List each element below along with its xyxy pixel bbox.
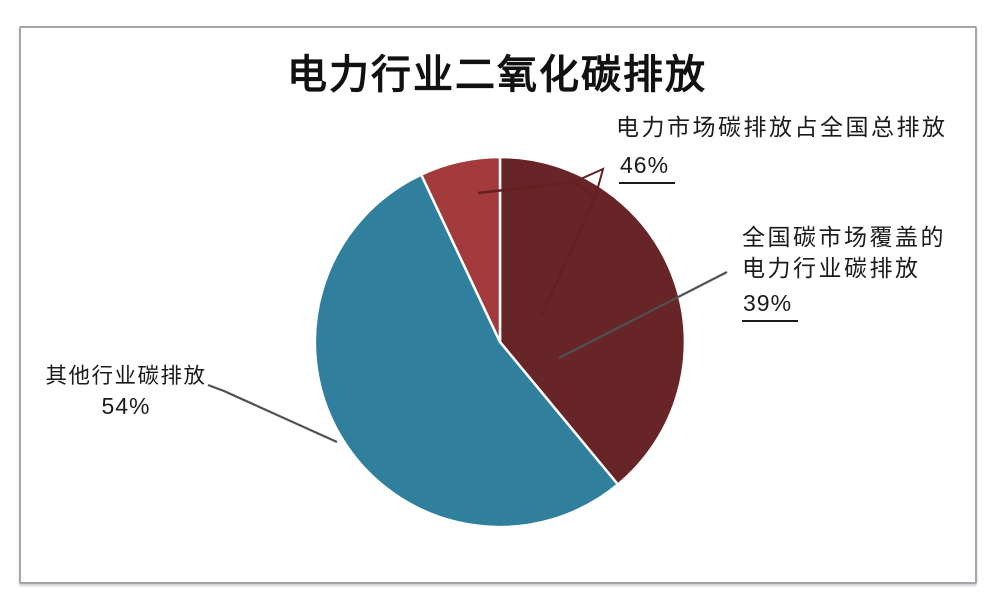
label-other-industries-pct: 54% — [101, 393, 151, 419]
leader-arrowhead-46 — [572, 167, 605, 200]
label-covered-power-emissions: 全国碳市场覆盖的 电力行业碳排放 39% — [742, 222, 946, 322]
pie-slices-group — [313, 155, 687, 529]
chart-title: 电力行业二氧化碳排放 — [287, 53, 707, 97]
leader-line-54 — [207, 383, 338, 444]
label-total-power-emissions: 电力市场碳排放占全国总排放 46% — [616, 112, 948, 184]
pie-slice-other-industries — [313, 173, 620, 529]
label-other-industries-emissions: 其他行业碳排放 54% — [40, 362, 212, 421]
label-total-power-text: 电力市场碳排放占全国总排放 — [616, 114, 948, 140]
label-covered-power-pct: 39% — [742, 288, 799, 322]
pie-slice-covered-power — [498, 155, 687, 486]
label-covered-power-line2: 电力行业碳排放 — [742, 255, 921, 281]
leader-line-46-to-red-slice — [477, 180, 575, 195]
label-other-industries-text: 其他行业碳排放 — [45, 364, 207, 388]
pie-slice-uncovered-power — [419, 155, 502, 344]
leader-line-46-to-maroon-slice — [539, 197, 597, 318]
label-covered-power-line1: 全国碳市场覆盖的 — [742, 224, 946, 250]
label-total-power-pct: 46% — [619, 150, 676, 184]
leader-line-39 — [558, 271, 728, 359]
